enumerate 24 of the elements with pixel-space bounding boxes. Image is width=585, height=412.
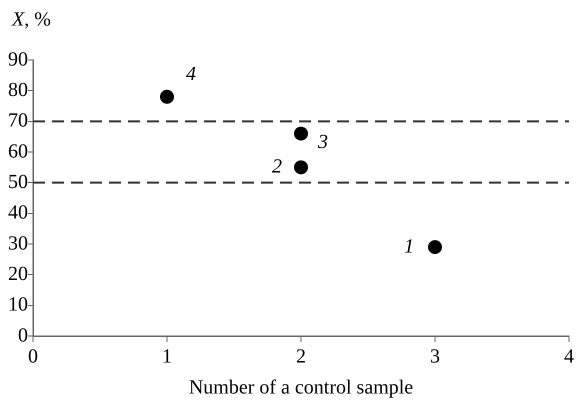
y-tick-label: 0 — [18, 324, 28, 346]
y-tick-label: 60 — [8, 140, 28, 162]
point — [428, 240, 442, 254]
y-tick-label: 90 — [8, 48, 28, 70]
x-axis-title: Number of a control sample — [188, 376, 414, 398]
x-tick-label: 3 — [430, 345, 440, 368]
y-tick-label: 50 — [8, 170, 28, 193]
x-tick-label: 1 — [162, 345, 172, 368]
annotation: 4 — [186, 63, 196, 86]
x-tick-label: 4 — [564, 345, 574, 368]
point — [294, 160, 308, 174]
annotation: 2 — [272, 156, 282, 178]
y-tick-label: 30 — [8, 232, 28, 254]
y-tick-label: 80 — [8, 78, 28, 101]
point — [160, 90, 174, 104]
y-tick-label: 10 — [8, 294, 28, 316]
y-tick-label: 40 — [8, 202, 28, 224]
annotation: 3 — [317, 130, 328, 153]
y-axis-title: X, % — [11, 8, 51, 30]
point — [294, 126, 308, 141]
annotation: 1 — [404, 235, 414, 258]
y-tick-label: 70 — [8, 110, 28, 132]
x-tick-label: 2 — [296, 345, 306, 368]
y-tick-label: 20 — [8, 262, 28, 285]
